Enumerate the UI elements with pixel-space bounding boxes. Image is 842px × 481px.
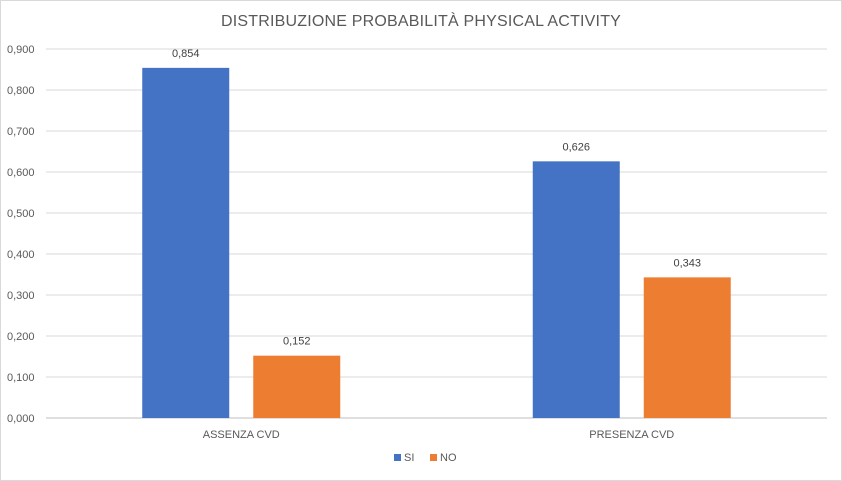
bar-no — [643, 277, 731, 418]
bar-si — [532, 161, 620, 418]
y-tick-label: 0,900 — [7, 44, 35, 56]
legend-swatch — [430, 454, 437, 461]
y-tick-label: 0,300 — [7, 290, 35, 302]
y-tick-label: 0,400 — [7, 249, 35, 261]
y-tick-label: 0,000 — [7, 413, 35, 425]
legend-label: SI — [404, 452, 414, 464]
legend-swatch — [394, 454, 401, 461]
y-tick-label: 0,100 — [7, 372, 35, 384]
x-category-label: ASSENZA CVD — [203, 429, 280, 441]
y-tick-label: 0,800 — [7, 85, 35, 97]
y-tick-label: 0,700 — [7, 126, 35, 138]
data-label: 0,343 — [673, 257, 701, 269]
y-tick-label: 0,600 — [7, 167, 35, 179]
chart-title: DISTRIBUZIONE PROBABILITÀ PHYSICAL ACTIV… — [220, 13, 622, 30]
x-category-label: PRESENZA CVD — [589, 429, 674, 441]
y-tick-label: 0,200 — [7, 331, 35, 343]
legend-label: NO — [440, 452, 457, 464]
bar-no — [253, 355, 341, 418]
data-label: 0,854 — [172, 48, 200, 60]
data-label: 0,152 — [283, 336, 311, 348]
bar-si — [142, 67, 230, 419]
data-label: 0,626 — [562, 141, 590, 153]
y-tick-label: 0,500 — [7, 208, 35, 220]
